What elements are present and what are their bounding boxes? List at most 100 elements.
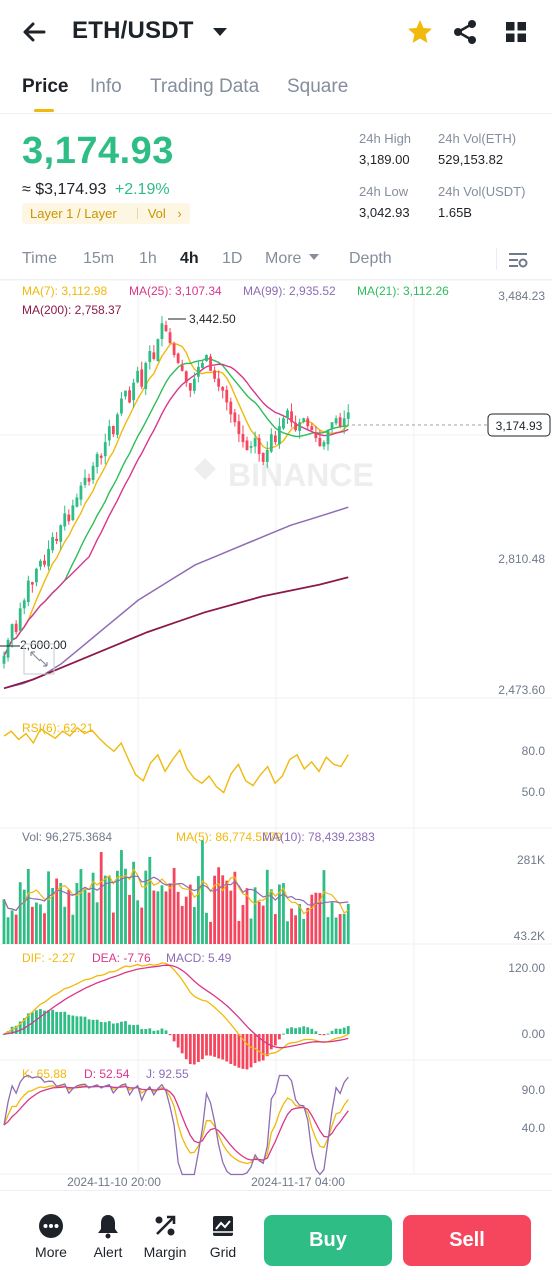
macd-bar (79, 1016, 83, 1034)
volume-bar (79, 869, 83, 944)
chart-settings-icon[interactable] (506, 248, 530, 272)
volume-bar (176, 891, 180, 944)
candle-body (111, 425, 115, 435)
macd-bar (168, 1034, 172, 1036)
back-arrow-icon[interactable] (18, 16, 54, 48)
interval-1h[interactable]: 1h (139, 250, 157, 267)
volume-bar (265, 869, 269, 944)
vol-ma10-legend: MA(10): 78,439.2383 (262, 830, 375, 844)
nav-alert[interactable]: Alert (80, 1213, 136, 1260)
share-icon[interactable] (449, 16, 481, 48)
volume-bar (338, 914, 342, 944)
nav-grid[interactable]: Grid (195, 1213, 251, 1260)
candle-body (318, 437, 322, 447)
macd-bar (91, 1019, 95, 1034)
candle-body (249, 446, 253, 448)
interval-time[interactable]: Time (22, 250, 57, 267)
vol-axis-top: 281K (517, 853, 545, 867)
candlestick-chart[interactable]: MA(7): 3,112.98 MA(25): 3,107.34 MA(99):… (0, 280, 552, 1190)
volume-bar (269, 889, 273, 944)
candle-body (47, 548, 50, 567)
tab-trading-data[interactable]: Trading Data (150, 76, 260, 97)
volume-bar (225, 880, 229, 944)
volume-bar (152, 890, 156, 944)
volume-bar (156, 891, 160, 944)
ma25-line (3, 363, 349, 657)
grid-menu-icon[interactable] (500, 16, 532, 48)
volume-bar (346, 903, 350, 944)
candle-body (245, 440, 249, 450)
macd-bar (59, 1012, 63, 1034)
star-icon[interactable] (404, 16, 436, 48)
candle-body (10, 624, 14, 640)
macd-bar (257, 1034, 261, 1062)
volume-bar (136, 900, 140, 944)
volume-bar (261, 905, 265, 944)
caret-down-small-icon (308, 254, 319, 260)
macd-dea-line (3, 964, 349, 1049)
expand-icon[interactable] (23, 643, 55, 675)
macd-bar (229, 1034, 233, 1064)
candle-body (233, 412, 237, 423)
volume-bar (43, 913, 46, 944)
interval-more[interactable]: More (265, 250, 320, 268)
tab-price[interactable]: Price (22, 76, 69, 97)
macd-bar (298, 1027, 302, 1034)
candle-body (6, 639, 10, 658)
vol-ma10-line (3, 875, 349, 912)
candle-body (261, 452, 265, 462)
last-price-tag-text: 3,174.93 (496, 419, 543, 433)
interval-1d[interactable]: 1D (222, 250, 243, 267)
trading-pair-title[interactable]: ETH/USDT (72, 17, 194, 44)
candle-body (338, 417, 342, 427)
macd-bar (87, 1019, 91, 1034)
caret-down-icon[interactable] (210, 22, 230, 42)
candle-body (172, 343, 176, 356)
interval-4h[interactable]: 4h (180, 250, 199, 267)
volume-bar (229, 890, 233, 944)
ma200-line (3, 576, 349, 690)
candle-body (26, 580, 30, 603)
macd-bar (35, 1010, 38, 1034)
candle-body (273, 435, 277, 443)
macd-bar (306, 1027, 310, 1034)
tab-square[interactable]: Square (287, 76, 349, 97)
macd-bar (273, 1034, 277, 1046)
volume-bar (22, 889, 26, 944)
macd-bar (346, 1026, 350, 1034)
macd-bar (172, 1034, 176, 1042)
macd-bar (265, 1034, 269, 1057)
nav-margin[interactable]: Margin (137, 1213, 193, 1260)
macd-bar (221, 1034, 225, 1060)
macd-bar (225, 1034, 229, 1062)
kdj-axis-40: 40.0 (522, 1121, 546, 1135)
buy-button[interactable]: Buy (264, 1215, 392, 1266)
candle-body (282, 418, 285, 429)
volume-bar (83, 888, 87, 944)
volume-bar (99, 852, 103, 944)
volume-bar (116, 870, 119, 944)
macd-axis-zero: 0.00 (522, 1027, 546, 1041)
tab-info[interactable]: Info (90, 76, 122, 97)
last-price: 3,174.93 (22, 130, 174, 172)
candle-body (184, 371, 188, 383)
candle-body (188, 383, 192, 391)
candle-body (103, 442, 107, 457)
fiat-price: ≈ $3,174.93 (22, 181, 107, 198)
volume-bar (298, 904, 302, 944)
volume-bar (55, 878, 59, 944)
candle-body (253, 438, 257, 447)
macd-bar (233, 1034, 237, 1066)
macd-bar (237, 1034, 241, 1068)
low-label: 24h Low (359, 184, 409, 199)
sell-button[interactable]: Sell (403, 1215, 531, 1266)
interval-depth[interactable]: Depth (349, 250, 392, 267)
candle-body (265, 449, 269, 463)
macd-bar (103, 1022, 107, 1034)
nav-more[interactable]: More (23, 1213, 79, 1260)
volume-bar (26, 868, 30, 944)
macd-bar (111, 1023, 115, 1034)
interval-15m[interactable]: 15m (83, 250, 115, 267)
category-tag[interactable]: Layer 1 / Layer Vol › (22, 203, 190, 224)
candle-body (148, 351, 152, 362)
